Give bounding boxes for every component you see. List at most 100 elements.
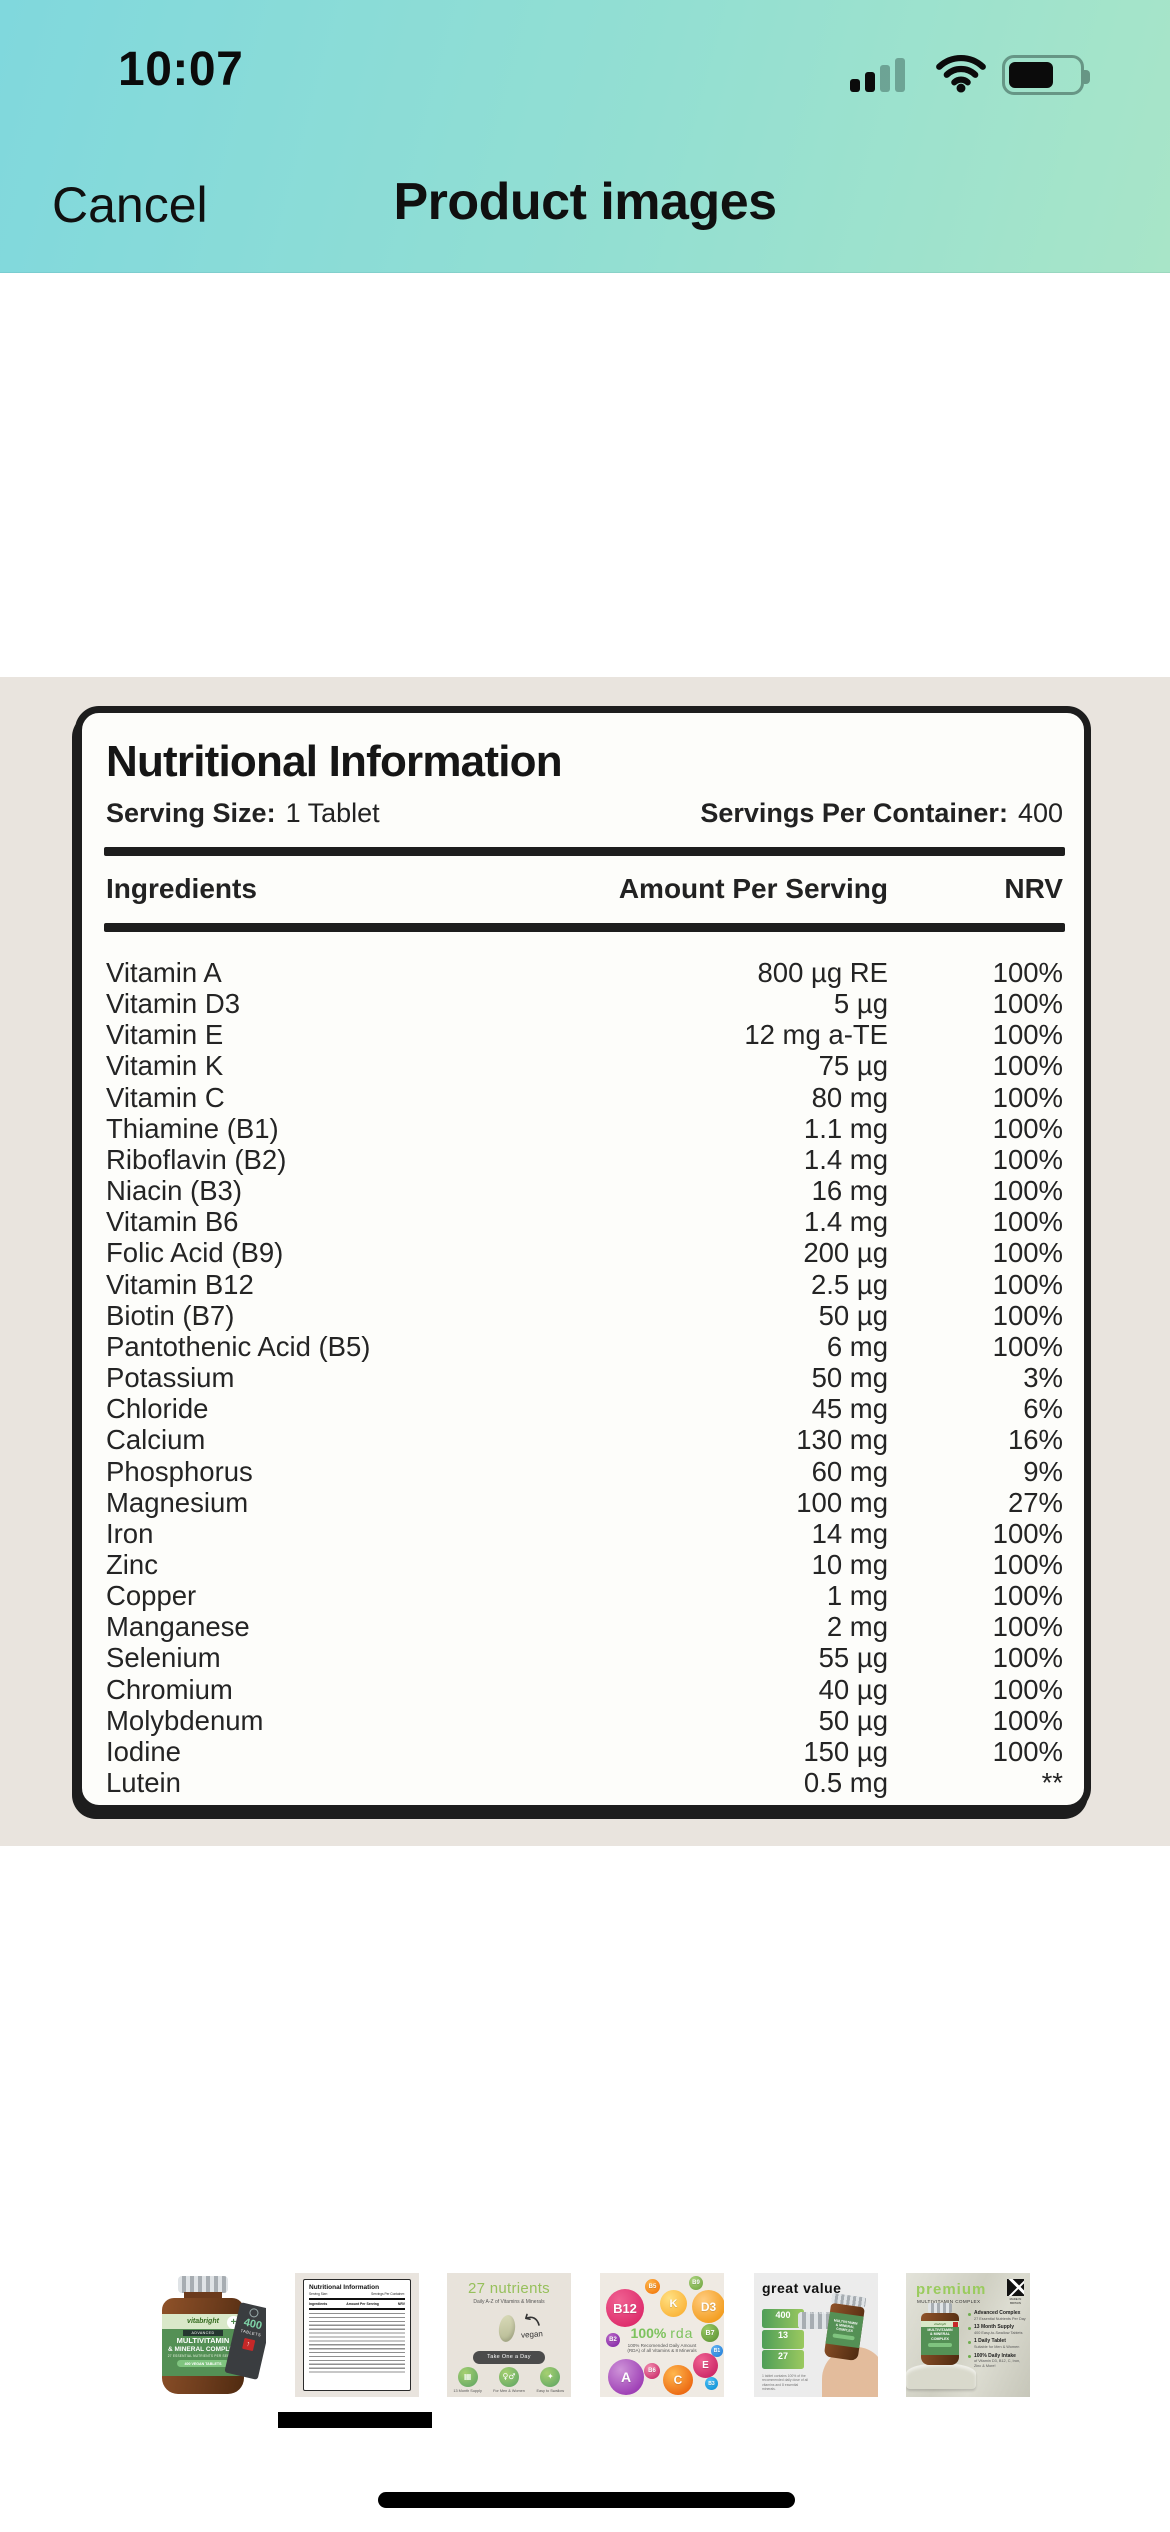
mini-nutrition-label: Nutritional Information Serving Size: Se… (303, 2279, 411, 2391)
table-row: Vitamin C 80 mg 100% (82, 1082, 1084, 1113)
table-row: Potassium 50 mg 3% (82, 1362, 1084, 1393)
servings-per-container: Servings Per Container: 400 (700, 798, 1063, 828)
table-row: Manganese 2 mg 100% (82, 1611, 1084, 1642)
ingredient-nrv: 100% (992, 957, 1063, 988)
ingredient-amount: 1.4 mg (803, 1206, 888, 1238)
ingredient-name: Iodine (106, 1735, 181, 1767)
thumbnail-bottle[interactable]: vitabright ADVANCED MULTIVITAMIN & MINER… (142, 2273, 266, 2397)
feature-icon: ▦ (457, 2367, 478, 2387)
ingredient-nrv: ** (1041, 1767, 1063, 1799)
thumbnail-27-nutrients[interactable]: 27 nutrients Daily A-Z of Vitamins & Min… (447, 2273, 571, 2397)
rda-headline: 100% rda (630, 2325, 694, 2341)
vitamin-ball: B12 (606, 2289, 644, 2327)
vitamin-ball: B3 (705, 2377, 718, 2390)
cancel-button[interactable]: Cancel (52, 177, 208, 233)
table-row: Zinc 10 mg 100% (82, 1549, 1084, 1580)
ingredient-name: Riboflavin (B2) (106, 1143, 287, 1175)
table-row: Magnesium 100 mg 27% (82, 1487, 1084, 1518)
vitamin-ball: B2 (606, 2333, 620, 2347)
ingredient-name: Phosphorus (106, 1455, 253, 1487)
serving-size: Serving Size: 1 Tablet (106, 798, 380, 828)
ingredient-name: Magnesium (106, 1486, 249, 1518)
ingredient-name: Niacin (B3) (106, 1175, 243, 1207)
ingredient-amount: 80 mg (811, 1081, 888, 1113)
product-image-nutrition-label[interactable]: Nutritional Information Serving Size: 1 T… (0, 677, 1170, 1846)
table-row: Pantothenic Acid (B5) 6 mg 100% (82, 1331, 1084, 1362)
ingredient-name: Zinc (106, 1548, 158, 1580)
table-row: Molybdenum 50 µg 100% (82, 1705, 1084, 1736)
ingredient-name: Vitamin B12 (106, 1268, 254, 1300)
ingredient-nrv: 100% (992, 1050, 1063, 1082)
premium-bullets: Advanced Complex 27 Essential Nutrients … (968, 2310, 1026, 2372)
table-row: Phosphorus 60 mg 9% (82, 1456, 1084, 1487)
table-row: Biotin (B7) 50 µg 100% (82, 1300, 1084, 1331)
table-row: Vitamin B12 2.5 µg 100% (82, 1269, 1084, 1300)
table-row: Thiamine (B1) 1.1 mg 100% (82, 1113, 1084, 1144)
ingredient-nrv: 100% (992, 1330, 1063, 1362)
table-row: Vitamin B6 1.4 mg 100% (82, 1206, 1084, 1237)
ingredient-amount: 50 µg (818, 1299, 888, 1331)
ingredient-amount: 100 mg (796, 1486, 888, 1518)
feature: ✦ Easy to Swallow (532, 2367, 568, 2393)
ingredient-nrv: 100% (992, 1673, 1063, 1705)
table-row: Selenium 55 µg 100% (82, 1642, 1084, 1673)
ingredient-name: Manganese (106, 1611, 250, 1643)
bullet-item: 1 Daily Tablet Suitable for Men & Women (968, 2339, 1026, 2349)
divider (104, 847, 1065, 856)
bullet-item: 13 Month Supply 400 Easy-to-Swallow Tabl… (968, 2325, 1026, 2335)
ingredient-name: Selenium (106, 1642, 221, 1674)
vitamin-ball: E (693, 2353, 718, 2378)
thumbnail-great-value[interactable]: great value 400 VEGAN TABLETS 13 MONTH S… (754, 2273, 878, 2397)
ingredient-amount: 5 µg (833, 988, 888, 1020)
table-row: Folic Acid (B9) 200 µg 100% (82, 1237, 1084, 1268)
ingredient-nrv: 100% (992, 1517, 1063, 1549)
ingredient-name: Vitamin K (106, 1050, 224, 1082)
feature: ▦ 13 Month Supply (450, 2367, 486, 2393)
ingredient-amount: 200 µg (803, 1237, 888, 1269)
home-indicator[interactable] (378, 2492, 795, 2508)
cellular-signal-icon (850, 58, 920, 92)
ingredient-nrv: 100% (992, 1206, 1063, 1238)
vitamin-ball: B5 (645, 2279, 660, 2294)
ingredient-amount: 130 mg (796, 1424, 888, 1456)
ingredient-amount: 1 mg (826, 1580, 888, 1612)
nutrition-title: Nutritional Information (106, 737, 563, 786)
wifi-icon (936, 55, 986, 93)
value-stats: 400 VEGAN TABLETS 13 MONTH SUPPLY 27 DAI… (762, 2309, 848, 2371)
arrow-icon (525, 2313, 540, 2326)
ingredient-nrv: 100% (992, 1143, 1063, 1175)
ingredient-amount: 800 µg RE (757, 957, 888, 988)
ingredient-amount: 2.5 µg (810, 1268, 888, 1300)
ingredient-amount: 1.1 mg (803, 1112, 888, 1144)
thumbnail-premium[interactable]: premium MULTIVITAMIN COMPLEX MADE IN BRI… (906, 2273, 1030, 2397)
vitamin-ball: K (660, 2290, 687, 2317)
ingredient-nrv: 100% (992, 1735, 1063, 1767)
vitamin-ball: B6 (644, 2363, 660, 2379)
table-row: Copper 1 mg 100% (82, 1580, 1084, 1611)
serving-info-row: Serving Size: 1 Tablet Servings Per Conta… (106, 797, 1063, 829)
thumbnail-strip: vitabright ADVANCED MULTIVITAMIN & MINER… (0, 2273, 1170, 2397)
ingredient-name: Vitamin E (106, 1019, 224, 1051)
ingredient-nrv: 9% (1023, 1455, 1063, 1487)
feature: ♀♂ For Men & Women (491, 2367, 527, 2393)
table-row: Chromium 40 µg 100% (82, 1674, 1084, 1705)
vitamin-ball: B7 (701, 2324, 719, 2342)
ingredient-nrv: 100% (992, 1611, 1063, 1643)
vitamin-ball: D3 (692, 2290, 724, 2323)
ingredient-name: Folic Acid (B9) (106, 1237, 284, 1269)
thumbnail-nutrition-label[interactable]: Nutritional Information Serving Size: Se… (295, 2273, 419, 2397)
bottle-cap (178, 2276, 228, 2293)
bottle-image: vitabright MULTIVITAMIN & MINERAL COMPLEX (921, 2303, 959, 2365)
feature-icon: ♀♂ (498, 2367, 519, 2387)
ingredient-name: Pantothenic Acid (B5) (106, 1330, 371, 1362)
thumbnail-100-rda[interactable]: B12 B5 K B9 D3 B2 B7 B1 A B6 C E B3 100% rda 100% Re… (600, 2273, 724, 2397)
ingredient-nrv: 100% (992, 1019, 1063, 1051)
bullet-item: 100% Daily Intake of Vitamin D3, B12, C,… (968, 2353, 1026, 2369)
podium-image (906, 2363, 976, 2389)
ingredient-amount: 0.5 mg (803, 1767, 888, 1799)
ingredient-name: Molybdenum (106, 1704, 264, 1736)
ingredient-nrv: 100% (992, 1268, 1063, 1300)
table-row: Vitamin A 800 µg RE 100% (82, 957, 1084, 988)
ingredient-amount: 16 mg (811, 1175, 888, 1207)
table-row: Iodine 150 µg 100% (82, 1736, 1084, 1767)
